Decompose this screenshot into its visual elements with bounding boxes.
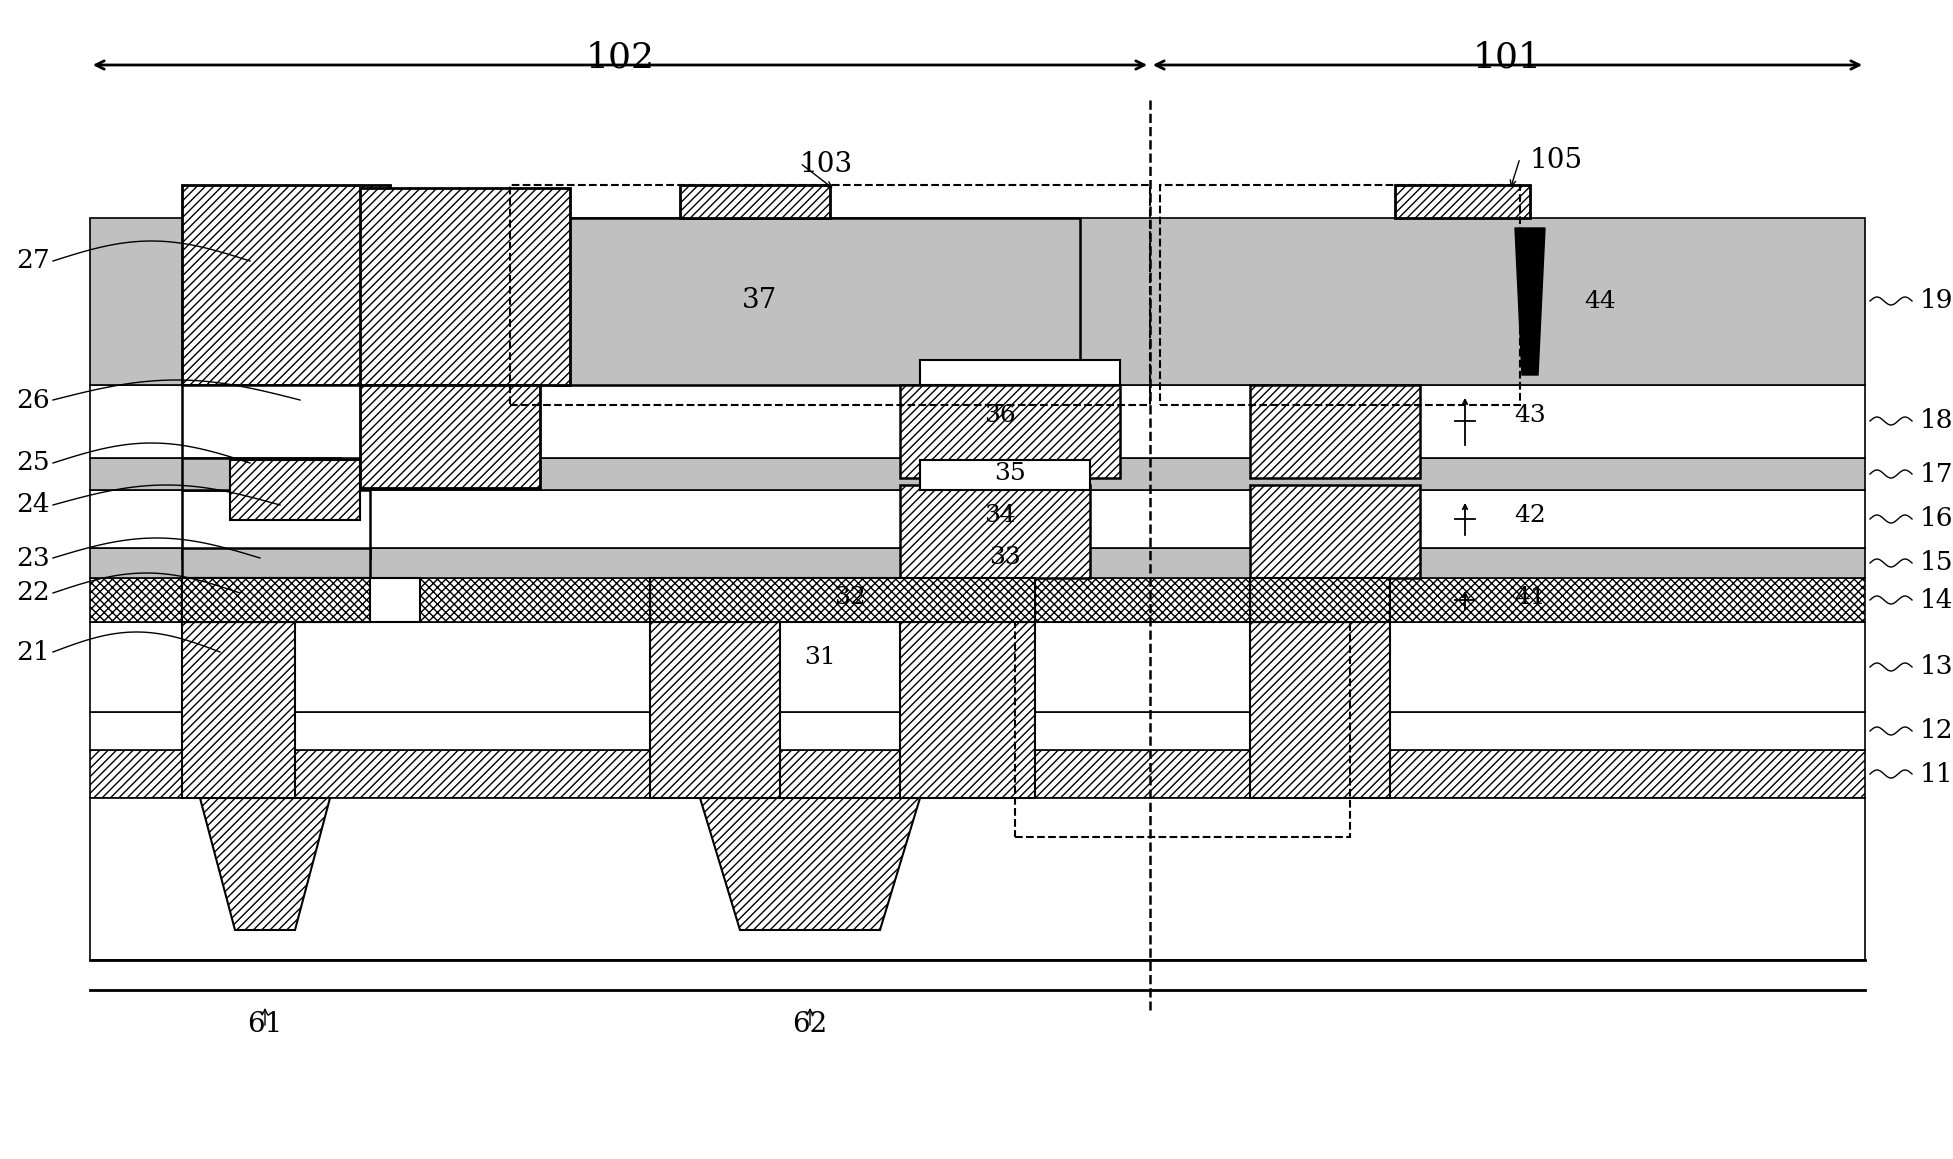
Text: 12: 12 bbox=[1920, 719, 1953, 744]
Bar bbox=[555, 218, 1080, 385]
Bar bbox=[650, 622, 779, 799]
Text: 17: 17 bbox=[1920, 461, 1953, 487]
Text: 37: 37 bbox=[742, 287, 777, 314]
Text: 105: 105 bbox=[1529, 146, 1584, 174]
Bar bbox=[680, 185, 830, 218]
Text: 23: 23 bbox=[16, 546, 51, 570]
Bar bbox=[182, 458, 340, 490]
Bar bbox=[182, 548, 369, 578]
Polygon shape bbox=[699, 799, 920, 930]
Text: 11: 11 bbox=[1920, 761, 1953, 787]
Bar bbox=[230, 460, 359, 520]
Bar bbox=[359, 188, 570, 385]
Text: 16: 16 bbox=[1920, 506, 1953, 532]
Bar bbox=[90, 799, 1865, 960]
Bar bbox=[182, 385, 420, 458]
Bar bbox=[182, 578, 420, 622]
Text: 102: 102 bbox=[586, 41, 654, 74]
Text: 14: 14 bbox=[1920, 588, 1953, 612]
Bar bbox=[90, 578, 1865, 622]
Bar bbox=[182, 622, 295, 799]
Text: 103: 103 bbox=[801, 152, 853, 178]
Text: 19: 19 bbox=[1920, 289, 1953, 313]
Bar bbox=[359, 385, 539, 488]
Bar bbox=[1016, 622, 1350, 837]
Text: 24: 24 bbox=[16, 493, 51, 518]
Text: 25: 25 bbox=[16, 451, 51, 475]
Text: 34: 34 bbox=[984, 503, 1016, 526]
Bar bbox=[1250, 385, 1420, 478]
Text: 26: 26 bbox=[16, 387, 51, 413]
Bar bbox=[1250, 578, 1391, 622]
Bar bbox=[182, 185, 391, 385]
Text: 62: 62 bbox=[793, 1012, 828, 1038]
Bar bbox=[650, 578, 1035, 622]
Text: 42: 42 bbox=[1514, 503, 1547, 526]
Text: 35: 35 bbox=[994, 461, 1025, 484]
Bar bbox=[90, 548, 1865, 578]
Text: 101: 101 bbox=[1473, 41, 1541, 74]
Bar bbox=[900, 622, 1035, 799]
Bar bbox=[1160, 185, 1519, 404]
Text: 13: 13 bbox=[1920, 655, 1953, 679]
Bar bbox=[90, 385, 1865, 458]
Text: 32: 32 bbox=[834, 586, 865, 610]
Bar bbox=[920, 360, 1119, 385]
Bar bbox=[900, 484, 1090, 578]
Text: 43: 43 bbox=[1514, 403, 1547, 427]
Text: 44: 44 bbox=[1584, 290, 1615, 313]
Bar bbox=[90, 750, 1865, 799]
Bar bbox=[510, 185, 1150, 404]
Polygon shape bbox=[1516, 228, 1545, 376]
Polygon shape bbox=[199, 799, 330, 930]
Bar bbox=[920, 460, 1090, 490]
Text: 31: 31 bbox=[805, 646, 836, 669]
Bar bbox=[1250, 622, 1391, 799]
Bar bbox=[900, 385, 1119, 478]
Bar bbox=[90, 622, 1865, 712]
Bar bbox=[90, 712, 1865, 750]
Text: 36: 36 bbox=[984, 403, 1016, 427]
Bar bbox=[90, 490, 1865, 548]
Bar bbox=[1394, 185, 1529, 218]
Bar bbox=[182, 578, 369, 622]
Text: 22: 22 bbox=[16, 581, 51, 605]
Text: 18: 18 bbox=[1920, 408, 1953, 433]
Text: 21: 21 bbox=[16, 640, 51, 664]
Text: 41: 41 bbox=[1514, 586, 1547, 610]
Text: 15: 15 bbox=[1920, 551, 1953, 576]
Bar bbox=[182, 490, 369, 557]
Text: 61: 61 bbox=[248, 1012, 283, 1038]
Bar bbox=[90, 458, 1865, 490]
Text: 33: 33 bbox=[988, 547, 1021, 569]
Bar bbox=[1250, 484, 1420, 578]
Bar bbox=[90, 218, 1865, 385]
Text: 27: 27 bbox=[16, 248, 51, 274]
